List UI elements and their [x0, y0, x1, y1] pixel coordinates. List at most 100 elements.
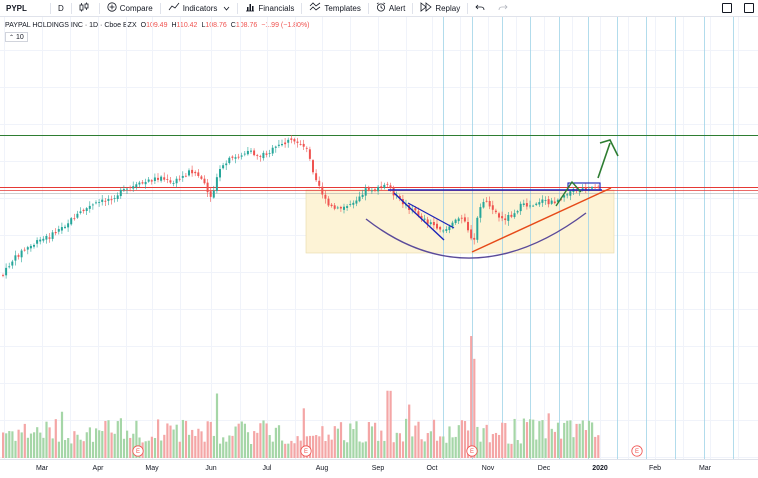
candle-body — [439, 227, 442, 230]
candle-body — [20, 250, 23, 258]
candle-body — [432, 221, 435, 226]
trendline-drawing[interactable] — [471, 187, 612, 253]
volume-bar — [200, 431, 203, 458]
candle-body — [17, 255, 20, 257]
volume-bar — [339, 422, 343, 458]
volume-bar — [253, 431, 256, 458]
earnings-marker[interactable]: E — [466, 445, 478, 457]
financials-icon — [245, 2, 255, 14]
volume-bar — [488, 442, 491, 458]
price-chart[interactable]: Mar Apr May Jun Jul Aug Sep Oct Nov Dec 2020 Feb Mar… — [0, 17, 758, 478]
rectangle-zone-drawing[interactable] — [305, 189, 615, 254]
candle-body — [336, 207, 339, 209]
redo-icon — [498, 2, 508, 14]
volume-bar — [377, 440, 380, 458]
earnings-marker[interactable]: E — [631, 445, 643, 457]
chart-style-button[interactable] — [74, 0, 97, 17]
volume-bar — [231, 435, 234, 458]
candle-body — [460, 217, 463, 219]
candle-body — [215, 177, 218, 191]
volume-bar — [188, 434, 191, 458]
candle-body — [346, 206, 349, 208]
volume-bar — [405, 418, 408, 458]
volume-bar — [17, 429, 20, 458]
time-axis-label: Jun — [205, 465, 216, 472]
volume-bar — [237, 423, 240, 458]
time-axis[interactable]: Mar Apr May Jun Jul Aug Sep Oct Nov Dec 2020 Feb Mar — [36, 465, 712, 472]
candle-body — [529, 205, 531, 207]
candle-body — [287, 139, 290, 143]
toolbar-divider — [98, 2, 100, 14]
toolbar-divider — [412, 2, 414, 14]
volume-bar — [14, 440, 17, 458]
time-axis-label: Aug — [316, 465, 329, 472]
candle-body — [73, 218, 76, 220]
legend-open-label: O — [140, 22, 147, 29]
undo-button[interactable] — [470, 0, 493, 17]
candle-body — [2, 274, 4, 276]
cycle-lines-drawing[interactable] — [443, 17, 734, 459]
alert-button[interactable]: Alert — [371, 0, 410, 17]
volume-bar — [240, 421, 243, 458]
candle-body — [556, 199, 559, 203]
volume-bar — [389, 390, 392, 458]
candle-body — [200, 176, 203, 179]
volume-bar — [209, 421, 212, 458]
fullscreen-square-icon[interactable] — [744, 3, 754, 13]
volume-study-chip[interactable]: ⌃ 10 — [5, 32, 28, 42]
interval-button[interactable]: D — [58, 3, 64, 13]
redo-button[interactable] — [493, 0, 516, 17]
volume-bar — [184, 420, 188, 458]
candle-body — [305, 147, 308, 149]
candle-body — [60, 227, 63, 231]
layout-square-icon[interactable] — [722, 3, 732, 13]
candle-body — [222, 165, 225, 169]
candle-body — [445, 229, 448, 231]
symbol-search-field[interactable]: PYPL — [6, 3, 27, 13]
breakout-arrow-head[interactable] — [599, 139, 619, 157]
handle-box-drawing[interactable] — [567, 182, 601, 191]
candle-body — [591, 187, 593, 189]
financials-button[interactable]: Financials — [240, 0, 299, 17]
volume-bar — [349, 423, 352, 458]
templates-button[interactable]: Templates — [304, 0, 365, 17]
volume-bar — [584, 430, 587, 458]
volume-bar — [73, 431, 76, 458]
path-arrow-drawing[interactable] — [555, 180, 582, 207]
candle-body — [110, 199, 113, 201]
replay-label: Replay — [435, 3, 461, 13]
flag-line-lower[interactable] — [407, 202, 455, 229]
volume-bar — [116, 421, 119, 458]
candle-body — [163, 177, 166, 180]
volume-bar — [222, 437, 225, 458]
breakout-arrow-shaft[interactable] — [597, 142, 611, 179]
volume-bar — [98, 430, 101, 458]
collapse-chevron-icon: ⌃ — [9, 35, 15, 41]
candle-body — [126, 188, 128, 190]
volume-bar — [101, 431, 104, 458]
indicators-button[interactable]: Indicators — [163, 0, 236, 17]
earnings-marker-circle — [300, 445, 312, 457]
flag-line-upper[interactable] — [393, 192, 445, 241]
volume-bar — [467, 430, 470, 458]
volume-bar — [284, 443, 287, 458]
volume-bar — [541, 420, 544, 458]
replay-button[interactable]: Replay — [415, 0, 465, 17]
candle-body — [463, 217, 466, 222]
cup-arc-drawing[interactable] — [365, 212, 587, 259]
volume-bar — [432, 419, 436, 458]
earnings-marker[interactable]: E — [132, 445, 144, 457]
volume-bar — [70, 443, 73, 458]
compare-button[interactable]: Compare — [102, 0, 158, 17]
volume-bar — [408, 404, 411, 458]
volume-bars — [2, 336, 600, 458]
volume-bar — [122, 438, 126, 458]
candle-body — [70, 218, 73, 225]
volume-bar — [206, 421, 209, 458]
volume-chip-label: 10 — [16, 34, 24, 41]
earnings-marker[interactable]: E — [300, 445, 312, 457]
volume-bar — [550, 428, 553, 458]
candle-body — [448, 226, 451, 230]
volume-bar — [129, 437, 132, 458]
volume-bar — [42, 437, 45, 458]
